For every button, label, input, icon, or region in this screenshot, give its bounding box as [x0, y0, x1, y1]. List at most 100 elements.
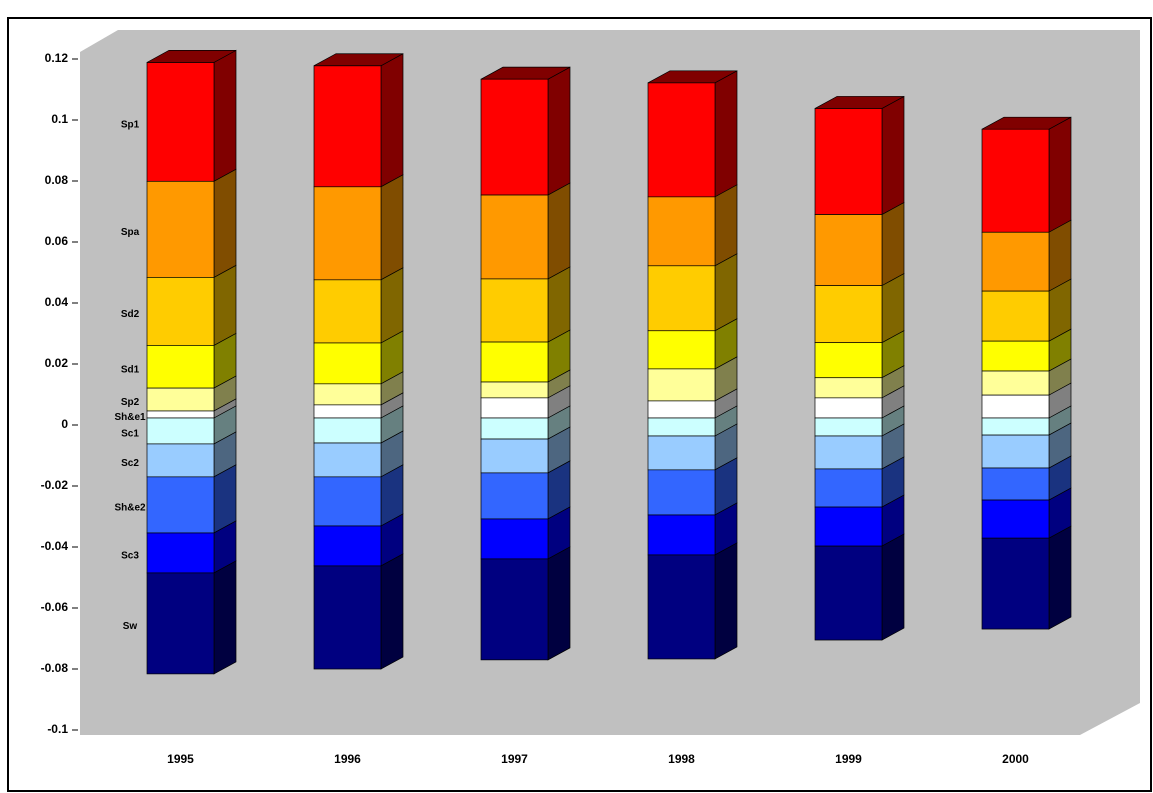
- bar: [480, 397, 549, 419]
- bar: [814, 468, 883, 508]
- y-tick-label: 0.04: [45, 295, 69, 309]
- bar-side: [1048, 219, 1072, 292]
- y-tick-label: 0.08: [45, 173, 69, 187]
- y-tick-label: 0.1: [51, 112, 68, 126]
- bar: [313, 342, 382, 385]
- bar-side: [1048, 116, 1072, 233]
- series-label: Sd1: [121, 364, 140, 375]
- bar: [480, 341, 549, 383]
- y-tick-label: 0.02: [45, 356, 69, 370]
- bar: [814, 417, 883, 437]
- x-tick-label: 1996: [334, 752, 361, 766]
- bar: [313, 404, 382, 419]
- bar: [981, 499, 1050, 539]
- bar: [313, 186, 382, 281]
- series-label: Sc3: [121, 551, 139, 562]
- bar: [814, 506, 883, 547]
- bar: [480, 278, 549, 343]
- bar: [981, 537, 1050, 630]
- bar-side: [547, 66, 571, 196]
- bar: [647, 435, 716, 471]
- bar: [647, 400, 716, 419]
- bar: [814, 397, 883, 419]
- bar: [146, 180, 215, 278]
- bar: [814, 377, 883, 399]
- bar-side: [380, 174, 404, 281]
- bar-side: [380, 267, 404, 344]
- bar: [647, 417, 716, 437]
- bar-side: [714, 542, 738, 660]
- bar: [146, 410, 215, 419]
- x-tick-label: 1997: [501, 752, 528, 766]
- bar-side: [380, 553, 404, 670]
- bar-top: [480, 66, 571, 80]
- series-label: Sw: [123, 621, 138, 632]
- back-wall: [80, 30, 1140, 735]
- bar: [146, 443, 215, 478]
- series-label: Sc1: [121, 429, 139, 440]
- bar: [146, 62, 215, 182]
- bar: [146, 572, 215, 675]
- bar-side: [714, 253, 738, 332]
- bar: [313, 525, 382, 567]
- series-label: Sd2: [121, 309, 140, 320]
- bar-side: [213, 49, 237, 182]
- bar: [480, 558, 549, 661]
- series-label: Sp2: [121, 397, 140, 408]
- bar: [814, 342, 883, 379]
- bar: [480, 438, 549, 474]
- bar: [647, 82, 716, 198]
- bar-top: [981, 116, 1072, 130]
- series-label: Spa: [121, 227, 140, 238]
- bar: [981, 290, 1050, 342]
- bar: [647, 514, 716, 556]
- bar-side: [547, 182, 571, 280]
- bar-top: [146, 50, 237, 63]
- bar-side: [213, 168, 237, 278]
- bar-side: [714, 70, 738, 198]
- bar: [647, 368, 716, 402]
- bar: [647, 330, 716, 370]
- bar-side: [213, 560, 237, 675]
- y-tick-label: -0.08: [41, 661, 69, 675]
- bar: [981, 370, 1050, 396]
- bar: [313, 383, 382, 406]
- series-label: Sh&e2: [114, 503, 146, 514]
- bar: [146, 532, 215, 574]
- bar: [480, 518, 549, 560]
- bar: [814, 214, 883, 286]
- bar: [146, 277, 215, 346]
- bar: [313, 476, 382, 527]
- bar: [981, 467, 1050, 501]
- bar: [981, 394, 1050, 419]
- series-label: Sh&e1: [114, 412, 146, 423]
- bar-side: [547, 266, 571, 343]
- bar: [313, 65, 382, 188]
- bar-side: [714, 184, 738, 267]
- y-tick-label: -0.06: [41, 600, 69, 614]
- y-tick-label: -0.04: [41, 539, 69, 553]
- y-tick-label: -0.02: [41, 478, 69, 492]
- bar: [814, 545, 883, 641]
- x-tick-label: 1998: [668, 752, 695, 766]
- bar: [313, 279, 382, 344]
- bar: [647, 196, 716, 267]
- bar: [981, 231, 1050, 292]
- x-tick-label: 2000: [1002, 752, 1029, 766]
- bar: [313, 417, 382, 444]
- y-tick-label: 0: [61, 417, 68, 431]
- bar: [981, 434, 1050, 469]
- bar: [647, 469, 716, 516]
- bar-side: [213, 264, 237, 346]
- bar: [981, 340, 1050, 372]
- bar: [313, 442, 382, 478]
- bar: [480, 78, 549, 196]
- bar: [480, 381, 549, 399]
- bar: [146, 476, 215, 534]
- bar-side: [881, 95, 905, 216]
- bar: [313, 565, 382, 670]
- bar-side: [1048, 525, 1072, 630]
- bar-side: [380, 53, 404, 188]
- bar: [146, 387, 215, 412]
